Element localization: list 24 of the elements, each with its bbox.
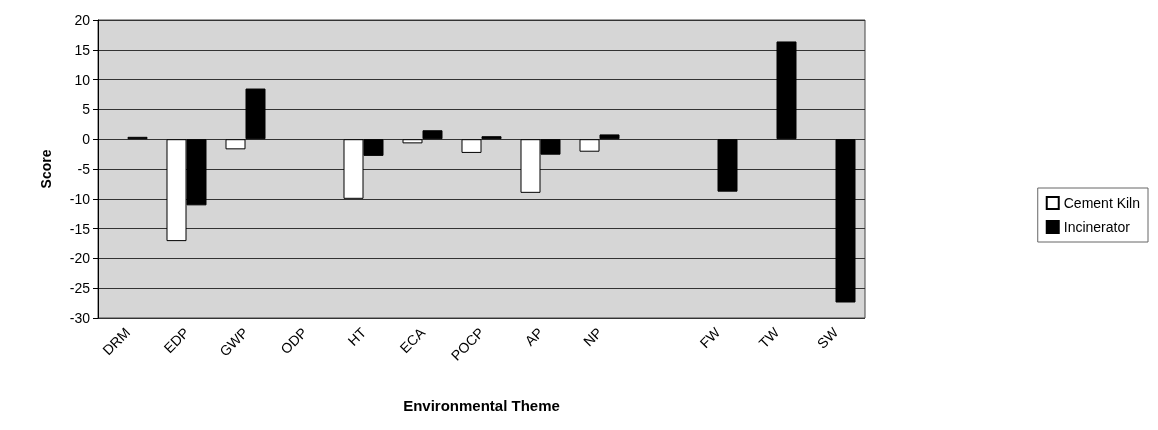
x-tick-label: FW xyxy=(696,323,724,352)
y-tick-label: 0 xyxy=(82,131,91,148)
y-tick-label: -30 xyxy=(69,310,91,326)
bar xyxy=(835,139,856,303)
y-tick-label: -5 xyxy=(77,161,91,177)
legend-label: Cement Kiln xyxy=(1063,195,1141,211)
legend-label: Incinerator xyxy=(1063,219,1131,235)
y-tick-label: -25 xyxy=(69,280,91,297)
x-tick-label: HT xyxy=(344,324,370,349)
x-tick-label: TW xyxy=(755,323,783,352)
y-tick-label: -20 xyxy=(69,250,91,267)
x-tick-label: AP xyxy=(521,324,547,349)
x-tick-label: SW xyxy=(813,323,842,352)
bar xyxy=(776,41,797,140)
y-tick-label: 5 xyxy=(82,101,91,118)
y-tick-label: 10 xyxy=(74,71,91,88)
y-tick-label: 20 xyxy=(74,12,91,28)
y-axis-title: Score xyxy=(38,149,54,189)
x-axis-title: Environmental Theme xyxy=(403,397,560,414)
y-tick-label: -10 xyxy=(69,190,91,207)
bar xyxy=(717,139,738,192)
x-tick-label: NP xyxy=(580,324,606,350)
y-tick-label: 15 xyxy=(74,41,91,58)
y-tick-label: -15 xyxy=(69,220,91,237)
